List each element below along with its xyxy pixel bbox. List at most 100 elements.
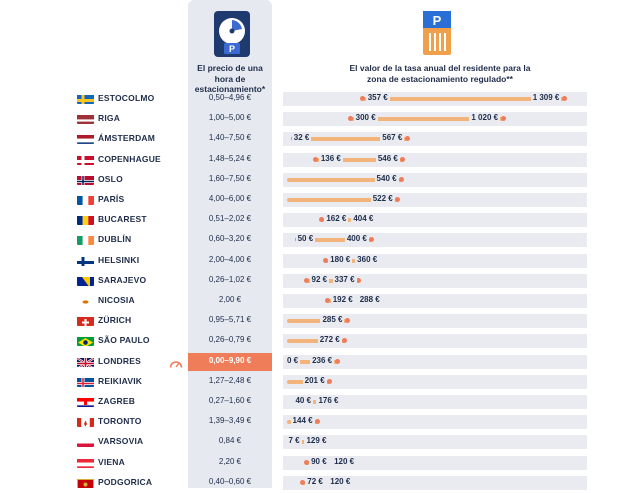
flag-ch-icon bbox=[77, 315, 94, 327]
min-marker bbox=[348, 116, 354, 122]
svg-text:P: P bbox=[433, 13, 442, 28]
min-value-label: 32 € bbox=[291, 133, 312, 143]
max-marker bbox=[395, 197, 401, 202]
range-bar bbox=[362, 97, 565, 101]
table-row: BUCAREST 0,51–2,02 € 404 €162 € bbox=[0, 210, 640, 230]
min-marker bbox=[303, 459, 309, 465]
max-marker bbox=[369, 237, 375, 243]
table-row: REIKIAVIK 1,27–2,48 € 201 € bbox=[0, 372, 640, 392]
city-label: DUBLÍN bbox=[98, 234, 132, 245]
table-row: ZÜRICH 0,95–5,71 € 285 € bbox=[0, 311, 640, 331]
svg-text:P: P bbox=[229, 44, 235, 54]
table-row: SÃO PAULO 0,26–0,79 € 272 € bbox=[0, 331, 640, 351]
max-value-label: 236 € bbox=[310, 355, 335, 365]
table-row: SARAJEVO 0,26–1,02 € 337 €92 € bbox=[0, 271, 640, 291]
table-row: TORONTO 1,39–3,49 € 144 € bbox=[0, 412, 640, 432]
min-value-label: 40 € bbox=[293, 396, 314, 405]
city-label: ZAGREB bbox=[98, 396, 136, 406]
max-value-label: 285 € bbox=[320, 315, 345, 325]
max-value-label: 201 € bbox=[302, 375, 327, 385]
flag-ie-icon bbox=[77, 234, 94, 246]
flag-ba-icon bbox=[77, 275, 94, 286]
max-marker bbox=[404, 136, 410, 142]
flag-me-icon bbox=[77, 477, 94, 488]
range-bar bbox=[287, 177, 402, 182]
range-bar bbox=[350, 117, 504, 122]
price-value: 0,27–1,60 € bbox=[208, 396, 252, 405]
flag-is-icon bbox=[77, 376, 94, 387]
range-bar bbox=[293, 137, 408, 142]
flag-se-icon bbox=[77, 93, 94, 104]
price-column-header: El precio de una hora de estacionamiento… bbox=[194, 63, 266, 94]
min-value-label: 180 € bbox=[328, 254, 353, 264]
max-value-label: 1 309 € bbox=[530, 93, 562, 102]
max-value-label: 404 € bbox=[351, 214, 376, 224]
city-label: SARAJEVO bbox=[98, 274, 147, 285]
max-marker bbox=[344, 318, 350, 324]
flag-ro-icon bbox=[77, 214, 94, 226]
bar-track bbox=[283, 172, 587, 187]
min-marker bbox=[360, 96, 366, 101]
fee-column-header: El valor de la tasa anual del residente … bbox=[349, 63, 531, 84]
city-label: RIGA bbox=[98, 113, 121, 124]
city-label: ÁMSTERDAM bbox=[98, 133, 156, 144]
price-value: 2,00–4,00 € bbox=[208, 254, 252, 264]
range-bar bbox=[287, 319, 348, 324]
bar-track bbox=[283, 314, 587, 329]
max-value-label: 120 € bbox=[328, 476, 353, 486]
bar-track bbox=[283, 152, 587, 167]
table-row: HELSINKI 2,00–4,00 € 360 €180 € bbox=[0, 251, 640, 271]
max-value-label: 540 € bbox=[374, 173, 399, 183]
city-label: NICOSIA bbox=[98, 295, 135, 305]
table-row: NICOSIA 2,00 € 288 €192 € bbox=[0, 291, 640, 311]
price-value: 0,60–3,20 € bbox=[208, 234, 252, 244]
min-value-label: 357 € bbox=[365, 93, 390, 102]
range-bar bbox=[287, 198, 398, 202]
price-value: 1,00–5,00 € bbox=[208, 113, 252, 123]
min-value-label: 72 € bbox=[305, 476, 325, 486]
bar-track bbox=[283, 455, 587, 470]
flag-ca-icon bbox=[77, 416, 94, 428]
max-value-label: 337 € bbox=[332, 274, 357, 284]
max-value-label: 546 € bbox=[375, 153, 400, 163]
price-value: 0,00–9,90 € bbox=[208, 355, 252, 365]
table-row: ESTOCOLMO 0,50–4,96 € 1 309 € 357 € bbox=[0, 89, 640, 109]
table-row: OSLO 1,60–7,50 € 540 € bbox=[0, 170, 640, 190]
bar-track bbox=[283, 354, 587, 369]
table-row: PODGORICA 0,40–0,60 € 120 €72 € bbox=[0, 473, 640, 493]
price-value: 1,40–7,50 € bbox=[208, 133, 252, 143]
city-label: PARÍS bbox=[98, 194, 125, 204]
table-row: DUBLÍN 0,60–3,20 € 400 € 50 € bbox=[0, 230, 640, 250]
flag-fr-icon bbox=[77, 194, 94, 205]
city-label: ESTOCOLMO bbox=[98, 93, 155, 103]
table-row: ZAGREB 0,27–1,60 € 176 €40 € bbox=[0, 392, 640, 412]
max-value-label: 144 € bbox=[290, 416, 315, 426]
min-marker bbox=[313, 156, 319, 162]
price-value: 0,26–0,79 € bbox=[208, 335, 252, 345]
price-value: 0,26–1,02 € bbox=[208, 274, 252, 284]
flag-br-icon bbox=[77, 335, 94, 347]
price-value: 1,60–7,50 € bbox=[208, 173, 252, 183]
max-marker bbox=[342, 338, 348, 344]
min-value-label: 300 € bbox=[353, 113, 378, 123]
min-value-label: 0 € bbox=[285, 355, 301, 365]
table-row: VIENA 2,20 € 120 €90 € bbox=[0, 453, 640, 473]
min-value-label: 136 € bbox=[318, 153, 343, 163]
price-highlight bbox=[188, 352, 272, 371]
bar-track bbox=[283, 193, 587, 207]
min-value-label: 92 € bbox=[309, 274, 330, 284]
flag-dk-icon bbox=[77, 154, 94, 165]
price-value: 0,40–0,60 € bbox=[208, 476, 252, 486]
price-value: 0,95–5,71 € bbox=[208, 315, 252, 325]
max-marker bbox=[327, 378, 333, 384]
price-value: 1,39–3,49 € bbox=[208, 416, 252, 426]
speedometer-icon bbox=[169, 356, 183, 368]
city-label: OSLO bbox=[98, 173, 123, 184]
max-value-label: 360 € bbox=[355, 254, 380, 264]
parking-meter-icon: P bbox=[423, 11, 451, 55]
city-label: COPENHAGUE bbox=[98, 153, 161, 164]
city-label: HELSINKI bbox=[98, 254, 140, 265]
min-value-label: 90 € bbox=[309, 456, 329, 466]
bar-track bbox=[283, 273, 587, 288]
city-label: SÃO PAULO bbox=[98, 335, 150, 346]
